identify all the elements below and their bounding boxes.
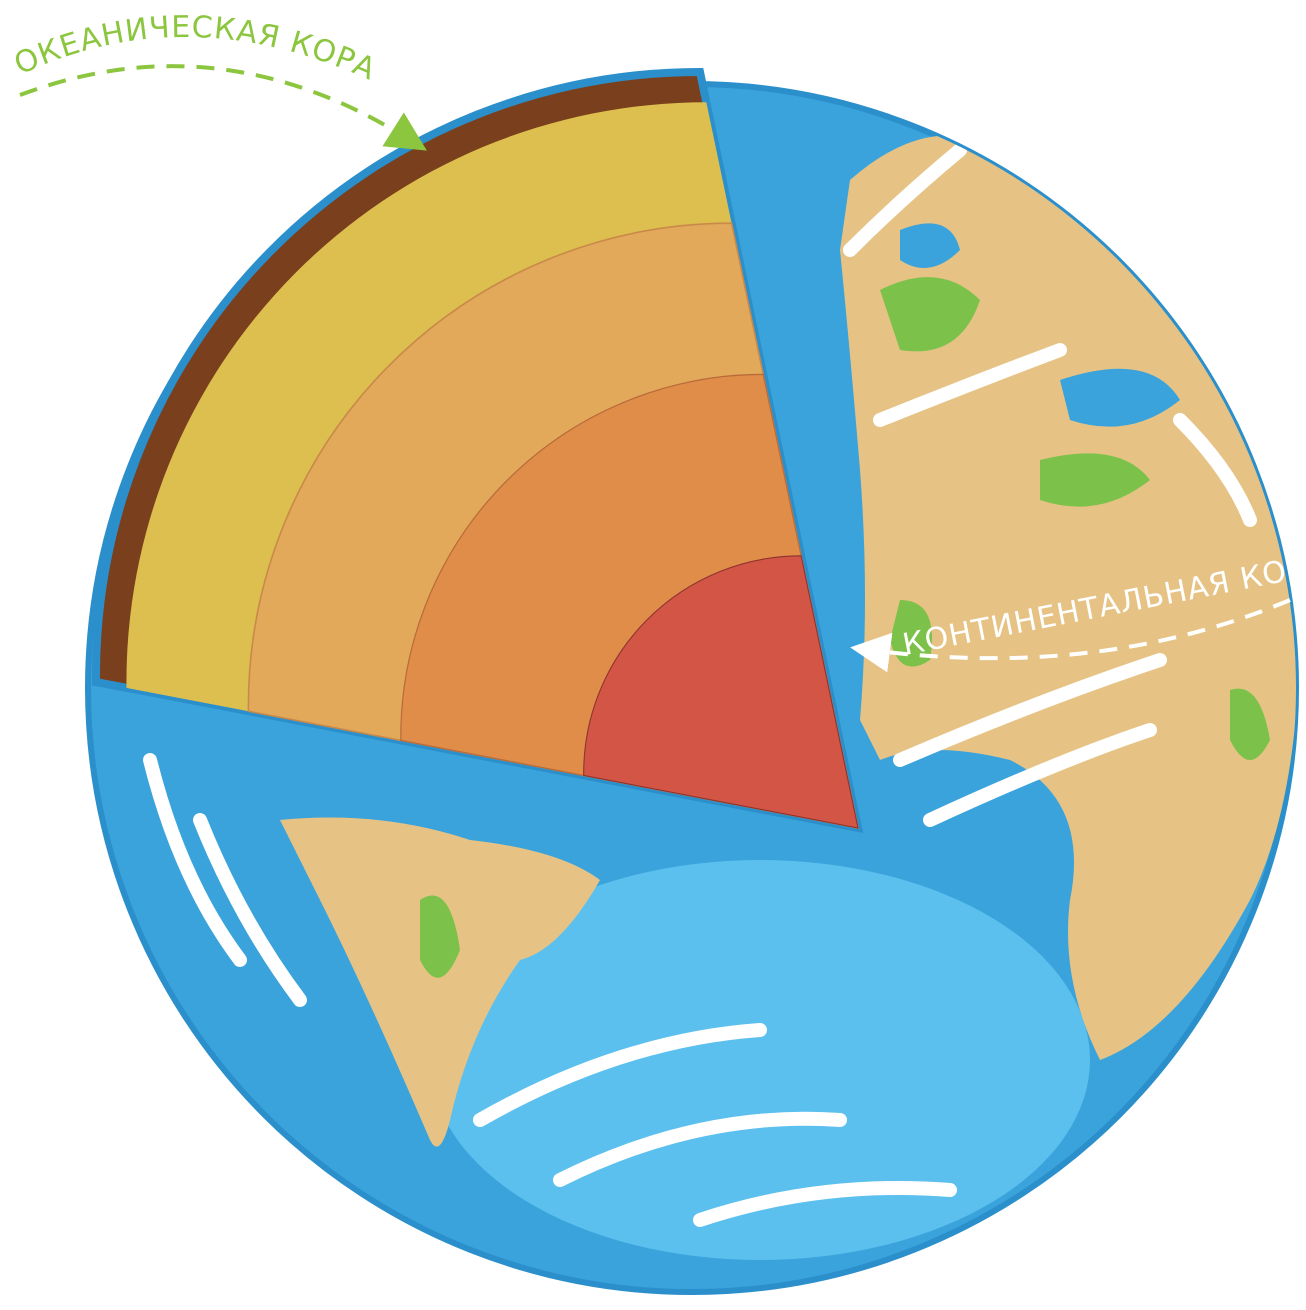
oceanic-label-text: ОКЕАНИЧЕСКАЯ КОРА <box>9 10 380 88</box>
lakes <box>900 223 1180 427</box>
cutaway <box>91 67 864 834</box>
continent-india <box>280 817 600 1147</box>
continent-africa-europe <box>840 135 1296 1060</box>
continental-arrow <box>850 598 1291 673</box>
oceanic-label: ОКЕАНИЧЕСКАЯ КОРА <box>9 10 381 88</box>
inner-core <box>583 555 859 829</box>
surface <box>143 135 1296 1260</box>
clouds <box>143 143 1257 1227</box>
